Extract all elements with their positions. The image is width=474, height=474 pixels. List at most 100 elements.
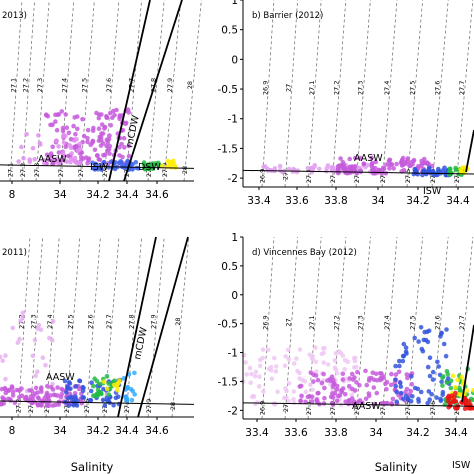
data-point-series-1 — [241, 352, 247, 358]
data-point-series-3 — [403, 393, 409, 399]
data-point-series-2 — [369, 155, 374, 161]
y-tick-label: -1.5 — [218, 143, 239, 155]
data-point-series-4 — [448, 385, 454, 391]
data-point-series-3 — [430, 377, 436, 382]
data-point-series-6 — [125, 384, 130, 390]
data-point-series-2 — [387, 166, 392, 171]
data-point-series-2 — [55, 385, 60, 390]
isopycnal-label: 27.6 — [101, 163, 109, 177]
data-point-series-1 — [101, 153, 106, 158]
freezing-line — [0, 164, 195, 169]
data-point-series-1 — [108, 123, 114, 128]
data-point-series-1 — [256, 384, 262, 389]
data-point-series-3 — [88, 398, 94, 403]
data-point-series-2 — [38, 402, 44, 408]
isopycnal-label: 27.5 — [404, 401, 412, 415]
isopycnal-line — [29, 236, 43, 418]
data-point-series-1 — [15, 340, 21, 345]
data-point-series-2 — [404, 372, 410, 377]
data-point-series-2 — [411, 157, 417, 163]
panel-title: d) Vincennes Bay (2012) — [252, 248, 357, 258]
data-point-series-1 — [295, 368, 300, 374]
data-point-series-2 — [46, 403, 52, 408]
data-point-series-2 — [340, 371, 346, 377]
data-point-series-2 — [21, 155, 26, 161]
data-point-series-2 — [62, 158, 68, 164]
data-point-series-1 — [96, 126, 102, 131]
data-point-series-1 — [117, 145, 122, 150]
data-point-series-1 — [352, 358, 358, 364]
isopycnal-line — [35, 0, 50, 182]
x-tick-label: 34.6 — [145, 189, 169, 201]
data-point-series-1 — [310, 387, 315, 393]
data-point-series-1 — [286, 399, 292, 404]
data-point-series-3 — [443, 353, 449, 359]
data-point-series-1 — [310, 166, 316, 172]
data-point-series-3 — [101, 159, 107, 165]
isopycnal-label: 27.3 — [33, 163, 41, 177]
isopycnal-label: 26.9 — [261, 81, 269, 95]
data-point-series-3 — [88, 388, 94, 394]
data-point-series-4 — [457, 385, 462, 391]
isopycnal-label: 27.3 — [353, 401, 361, 415]
y-tick-label: 0.5 — [221, 25, 238, 37]
data-point-series-3 — [80, 384, 86, 390]
data-point-series-1 — [50, 122, 55, 127]
data-point-series-2 — [369, 163, 375, 169]
data-point-series-1 — [269, 376, 275, 382]
data-point-series-2 — [75, 148, 81, 154]
data-point-series-2 — [51, 392, 57, 398]
freezing-line — [242, 402, 474, 407]
isopycnal-label: 27.1 — [305, 169, 313, 183]
data-point-series-2 — [31, 393, 36, 398]
isopycnal-label: 27.1 — [308, 81, 316, 95]
data-point-series-1 — [40, 355, 46, 361]
data-point-series-1 — [248, 380, 253, 386]
data-point-series-3 — [427, 355, 433, 361]
data-point-series-2 — [353, 155, 358, 161]
data-point-series-1 — [17, 336, 22, 342]
data-point-series-2 — [67, 143, 72, 148]
isopycnal-label: 27.3 — [353, 169, 361, 183]
data-point-series-5 — [458, 169, 464, 174]
data-point-series-1 — [120, 154, 125, 160]
data-point-series-4 — [445, 372, 451, 377]
data-point-series-2 — [384, 162, 389, 167]
isopycnal-line — [307, 236, 322, 420]
data-point-series-1 — [252, 373, 258, 379]
data-point-series-2 — [389, 371, 394, 377]
data-point-series-1 — [342, 367, 348, 372]
data-point-series-4 — [447, 166, 453, 172]
data-point-series-3 — [99, 167, 104, 172]
y-tick-label: -0.5 — [218, 319, 239, 331]
data-point-series-1 — [63, 112, 68, 117]
data-point-series-3 — [425, 400, 431, 406]
data-point-series-4 — [440, 383, 445, 388]
data-point-series-2 — [33, 385, 39, 391]
data-point-series-2 — [363, 368, 368, 374]
data-point-series-1 — [261, 164, 266, 169]
x-tick-label: 34.2 — [86, 189, 109, 201]
isopycnal-line — [307, 0, 322, 188]
isopycnal-label: 26.9 — [259, 169, 267, 183]
isopycnal-label: 27.1 — [305, 401, 313, 415]
data-point-series-3 — [418, 389, 424, 395]
data-point-series-1 — [329, 165, 335, 170]
isopycnal-label: 27.1 — [7, 163, 15, 177]
isopycnal-label: 27.2 — [22, 78, 30, 92]
data-point-series-3 — [429, 391, 434, 397]
data-point-series-1 — [308, 382, 313, 388]
data-point-series-1 — [3, 376, 8, 382]
data-point-series-2 — [6, 388, 11, 394]
data-point-series-2 — [322, 395, 327, 401]
data-point-series-2 — [60, 151, 66, 157]
data-point-series-5 — [115, 388, 120, 393]
annotation-isw: ISW — [423, 186, 442, 197]
data-point-series-1 — [73, 132, 78, 137]
data-point-series-2 — [54, 138, 59, 144]
data-point-series-1 — [305, 166, 311, 171]
mixing-line — [465, 129, 474, 173]
data-point-series-1 — [86, 157, 91, 163]
data-point-series-1 — [119, 141, 124, 147]
data-point-series-2 — [354, 170, 360, 176]
